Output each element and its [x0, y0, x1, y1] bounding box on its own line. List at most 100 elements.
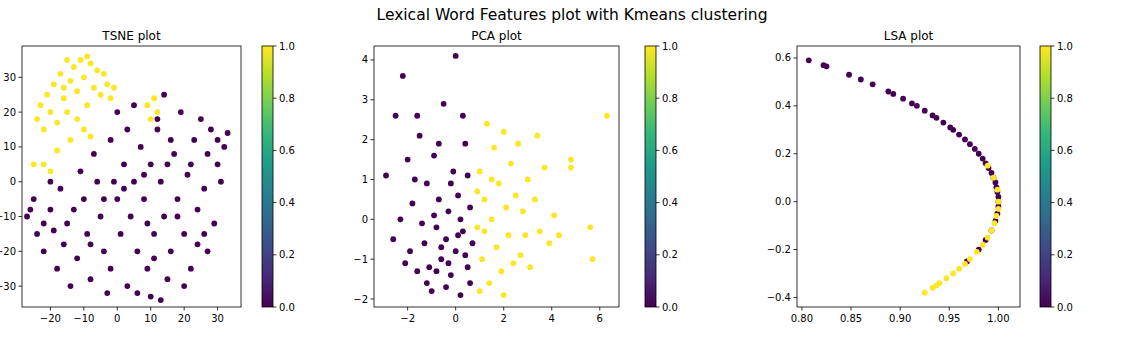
point — [400, 73, 406, 79]
point — [27, 207, 33, 213]
point — [81, 74, 87, 80]
y-tick-label: 0.2 — [775, 148, 791, 159]
point — [414, 268, 420, 274]
point — [155, 116, 161, 122]
point — [185, 172, 191, 178]
x-tick-label: 0.80 — [791, 313, 813, 324]
point — [934, 115, 940, 121]
point — [546, 240, 552, 246]
point — [131, 102, 137, 108]
point — [104, 290, 110, 296]
point — [41, 127, 47, 133]
colorbar-tick — [1051, 202, 1055, 203]
y-tick-label: −30 — [0, 281, 16, 292]
point — [995, 206, 1001, 212]
point — [448, 181, 454, 187]
point — [111, 85, 117, 91]
point — [148, 116, 154, 122]
y-tick-label: 0 — [10, 176, 16, 187]
point — [71, 207, 77, 213]
point — [91, 85, 97, 91]
point — [455, 193, 461, 199]
y-tick — [19, 286, 23, 287]
point — [98, 214, 104, 220]
point — [124, 127, 130, 133]
x-tick-label: 0.95 — [938, 313, 960, 324]
point — [188, 266, 194, 272]
colorbar-tick — [1051, 150, 1055, 151]
colorbar-tick — [656, 254, 660, 255]
point — [438, 256, 444, 262]
point — [994, 213, 1000, 219]
point — [124, 283, 130, 289]
point — [155, 109, 161, 115]
point — [551, 212, 557, 218]
point — [188, 161, 194, 167]
point — [114, 109, 120, 115]
colorbar-tick-label: 0.0 — [279, 302, 295, 313]
point — [424, 181, 430, 187]
point — [68, 283, 74, 289]
y-tick — [371, 259, 375, 260]
point — [175, 196, 181, 202]
point — [989, 227, 995, 233]
point — [208, 127, 214, 133]
point — [448, 272, 454, 278]
point — [215, 137, 221, 143]
point — [221, 144, 227, 150]
point — [383, 173, 389, 179]
point — [74, 255, 80, 261]
point — [31, 161, 37, 167]
point — [436, 141, 442, 147]
point — [61, 95, 67, 101]
x-tick — [949, 307, 950, 311]
point — [205, 151, 211, 157]
point — [104, 81, 110, 87]
point — [141, 196, 147, 202]
point — [510, 260, 516, 266]
y-tick — [794, 105, 798, 106]
point — [525, 177, 531, 183]
point — [991, 175, 997, 181]
point — [121, 186, 127, 192]
point — [806, 57, 812, 63]
y-tick — [19, 77, 23, 78]
colorbar-tick-label: 0.4 — [279, 197, 295, 208]
point — [68, 137, 74, 143]
point — [443, 236, 449, 242]
point — [108, 137, 114, 143]
point — [84, 231, 90, 237]
point — [54, 148, 60, 154]
point — [54, 266, 60, 272]
point — [94, 179, 100, 185]
y-tick — [371, 219, 375, 220]
point — [108, 95, 114, 101]
point — [465, 173, 471, 179]
point — [446, 260, 452, 266]
point — [158, 297, 164, 303]
point — [950, 127, 956, 133]
point — [446, 208, 452, 214]
point — [995, 199, 1001, 205]
point — [930, 285, 936, 291]
point — [508, 161, 514, 167]
point — [424, 280, 430, 286]
point — [37, 102, 43, 108]
x-tick-label: −2 — [400, 313, 415, 324]
point — [940, 120, 946, 126]
x-tick — [551, 307, 552, 311]
subplot: PCA plot−20246−2−1012340.00.20.40.60.81.… — [353, 29, 678, 324]
point — [114, 196, 120, 202]
point — [158, 179, 164, 185]
point — [503, 204, 509, 210]
colorbar-tick — [1051, 254, 1055, 255]
point — [909, 101, 915, 107]
colorbar-tick-label: 0.8 — [279, 93, 295, 104]
y-tick — [794, 153, 798, 154]
y-tick — [794, 249, 798, 250]
point — [151, 231, 157, 237]
points — [806, 57, 1001, 295]
point — [914, 103, 920, 109]
point — [513, 193, 519, 199]
y-tick-label: −1 — [353, 254, 368, 265]
